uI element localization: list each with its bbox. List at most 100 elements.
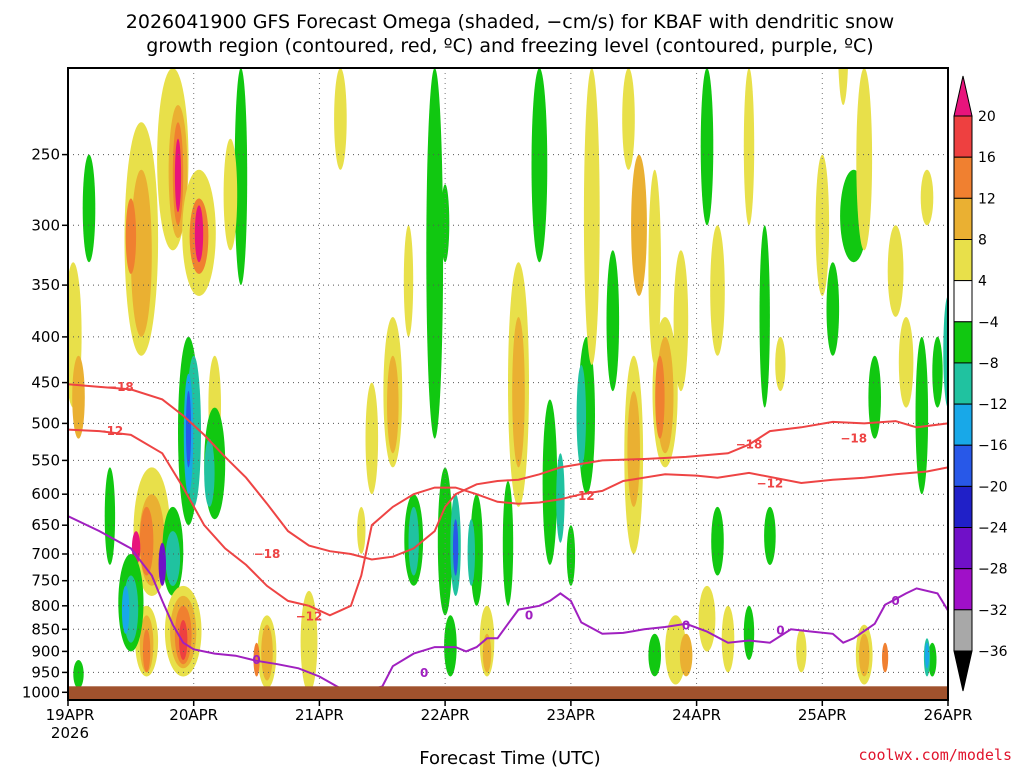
contour-line-0 <box>68 515 948 694</box>
omega-shade-cell <box>759 225 770 408</box>
omega-shade-cell <box>648 633 661 677</box>
omega-shade-cell <box>711 506 724 576</box>
y-tick-label: 800 <box>31 597 60 615</box>
colorbar-label: −36 <box>978 644 1008 660</box>
omega-shade-cell <box>72 355 85 439</box>
x-tick-label: 21APR <box>295 706 344 724</box>
omega-shade-cell <box>165 531 181 586</box>
omega-shade-cell <box>648 169 661 365</box>
omega-shade-cell <box>130 169 152 337</box>
y-tick-label: 1000 <box>22 683 60 701</box>
colorbar-label: −32 <box>978 603 1008 619</box>
omega-shade-cell <box>174 138 182 213</box>
y-tick-label: 550 <box>31 451 60 469</box>
colorbar-bin <box>953 485 973 529</box>
omega-shade-cell <box>234 68 248 285</box>
omega-shade-cell <box>868 355 881 439</box>
omega-shade-cell <box>121 585 130 634</box>
x-tick-label: 26APR <box>924 706 973 724</box>
contour-label: −12 <box>568 489 595 503</box>
chart-title-line1: 2026041900 GFS Forecast Omega (shaded, −… <box>126 11 894 33</box>
omega-shade-cell <box>179 620 188 660</box>
colorbar-bin <box>953 280 973 323</box>
credit-text: coolwx.com/models <box>858 746 1012 764</box>
omega-shade-cell <box>928 642 937 677</box>
omega-shade-cell <box>73 660 84 689</box>
colorbar-bin <box>953 362 973 405</box>
contour-label: −12 <box>97 424 124 438</box>
y-tick-label: 600 <box>31 485 60 503</box>
contour-label: −18 <box>254 547 281 561</box>
omega-shading <box>68 68 948 693</box>
omega-shade-cell <box>408 506 419 576</box>
omega-shade-cell <box>261 624 273 681</box>
colorbar-label: −24 <box>978 521 1008 537</box>
colorbar-bin <box>953 321 973 364</box>
omega-shade-cell <box>698 585 716 652</box>
omega-shade-cell <box>700 68 714 226</box>
omega-shade-cell <box>357 506 366 554</box>
omega-shade-cell <box>82 154 96 263</box>
y-tick-label: 450 <box>31 374 60 392</box>
omega-shade-cell <box>710 225 725 356</box>
omega-shade-cell <box>482 633 492 673</box>
contour-label: 0 <box>682 619 690 633</box>
omega-shade-cell <box>104 467 116 565</box>
colorbar-label: 8 <box>978 233 987 249</box>
omega-shade-cell <box>665 615 687 685</box>
omega-shade-cell <box>223 138 238 251</box>
x-tick-label: 19APR <box>46 706 95 724</box>
omega-shade-cell <box>679 633 693 677</box>
contour-label: −12 <box>296 609 323 623</box>
y-tick-label: 900 <box>31 642 60 660</box>
x-tick-label: 23APR <box>546 706 595 724</box>
omega-shade-cell <box>838 68 848 105</box>
colorbar-label: 12 <box>978 191 996 207</box>
omega-shade-cell <box>631 154 647 296</box>
omega-shade-cell <box>531 68 548 263</box>
omega-shade-cell <box>606 250 620 392</box>
colorbar-bottom-arrow <box>953 650 973 692</box>
y-tick-label: 750 <box>31 572 60 590</box>
colorbar-label: −20 <box>978 479 1008 495</box>
omega-shade-cell <box>943 296 948 408</box>
omega-shade-cell <box>142 629 151 673</box>
omega-shade-cell <box>764 506 776 565</box>
contour-label: 0 <box>420 666 428 680</box>
plot-frame <box>67 67 949 701</box>
chart-title-line2: growth region (contoured, red, ºC) and f… <box>146 35 873 57</box>
omega-shade-cell <box>300 590 318 693</box>
omega-shade-cell <box>444 615 457 677</box>
omega-shade-cell <box>139 506 154 576</box>
y-tick-label: 400 <box>31 328 60 346</box>
ground-surface <box>68 686 948 700</box>
colorbar-label: −8 <box>978 356 999 372</box>
omega-shade-cell <box>796 629 807 673</box>
omega-shade-cell <box>512 317 525 468</box>
omega-shade-cell <box>887 225 904 317</box>
y-tick-label: 500 <box>31 414 60 432</box>
omega-shade-cell <box>426 68 444 439</box>
colorbar-bin <box>953 568 973 611</box>
colorbar-bin <box>953 403 973 446</box>
contour-label: −18 <box>736 438 763 452</box>
x-tick-label: 24APR <box>672 706 721 724</box>
colorbar-bin <box>953 527 973 570</box>
x-axis-year-label: 2026 <box>51 724 89 742</box>
omega-shade-cell <box>924 642 930 669</box>
y-tick-label: 700 <box>31 545 60 563</box>
omega-shade-cell <box>502 481 514 606</box>
omega-shade-cell <box>387 355 399 454</box>
y-tick-label: 850 <box>31 620 60 638</box>
y-axis-ticks: 250 300 350 400 450 500 550 600 650 700 750 800 850 9… <box>22 146 68 701</box>
colorbar-label: 4 <box>978 274 987 290</box>
y-tick-label: 300 <box>31 216 60 234</box>
omega-shade-cell <box>365 382 379 495</box>
omega-shade-cell <box>915 336 929 495</box>
contour-line--18 <box>68 383 948 561</box>
contour-label: 0 <box>525 608 533 622</box>
y-tick-label: 650 <box>31 516 60 534</box>
omega-shade-cell <box>932 336 943 408</box>
contour-label: −18 <box>107 380 134 394</box>
